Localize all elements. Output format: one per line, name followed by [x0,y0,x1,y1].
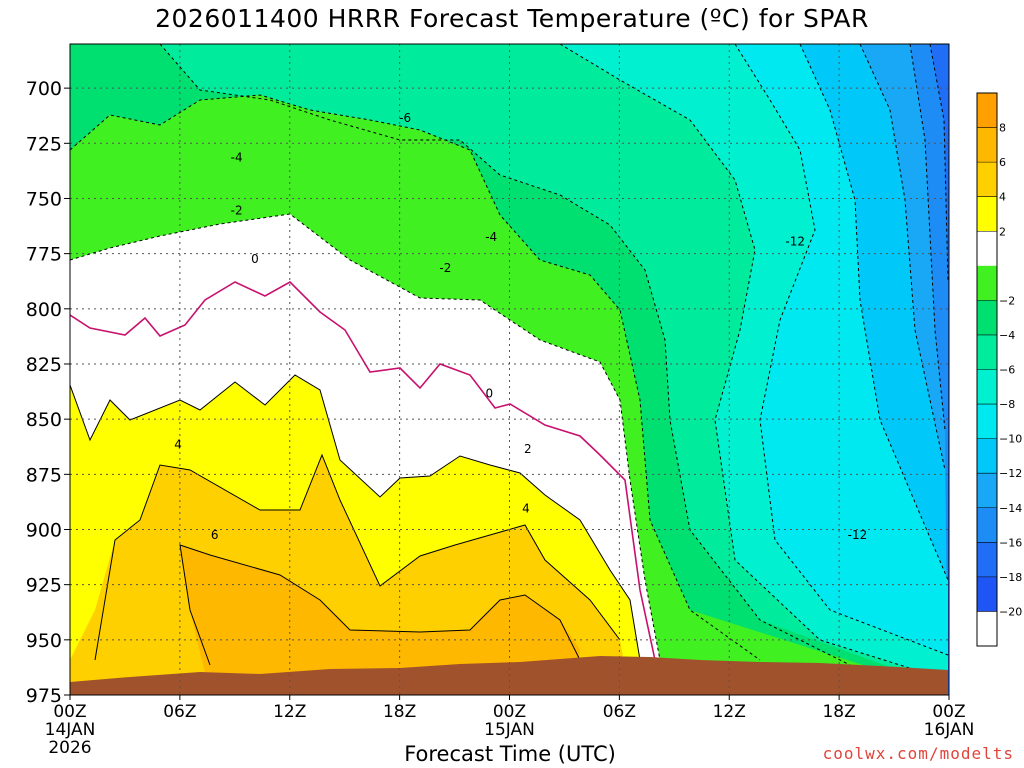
grid-lines [70,44,949,695]
x-tick-label: 00Z [493,702,526,722]
contour-minus-16 [909,44,946,431]
contour-minus-18 [929,44,949,281]
contour-minus-10 [734,44,949,656]
y-tick-label: 975 [26,685,62,707]
colorbar-swatch [977,265,997,301]
colorbar-swatch [977,507,997,543]
contour-label: 6 [211,528,219,542]
contour-label: -2 [231,204,243,218]
y-axis-ticks: 700 725 750 775 800 825 850 875 900 925 950 975 [26,78,70,707]
colorbar-label: −20 [999,605,1022,618]
y-tick-label: 800 [26,299,62,321]
colorbar-label: −14 [999,502,1022,515]
contour-plus-4 [94,453,621,661]
x-tick-label: 00Z [932,702,965,722]
x-tick-label: 06Z [603,702,636,722]
colorbar-swatch [977,196,997,232]
contour-minus-8 [559,44,949,681]
colorbar-swatch [977,576,997,612]
colorbar-swatch [977,93,997,128]
colorbar-swatch [977,611,997,646]
contour-label: 0 [251,252,259,266]
colorbar-swatch [977,473,997,508]
contour-label: 0 [486,387,494,401]
contour-labels: -6 -4 -2 0 -2 -4 -12 0 4 2 4 6 -12 [174,111,867,542]
colorbar-label: −10 [999,433,1022,446]
colorbar-swatch [977,231,997,266]
contour-minus-2 [70,213,661,661]
y-tick-label: 775 [26,244,62,266]
colorbar-swatch [977,404,997,439]
contour-label: -4 [231,151,243,165]
y-tick-label: 725 [26,133,62,155]
colorbar-label: −12 [999,467,1022,480]
x-tick-label: 12Z [713,702,746,722]
colorbar-label: −8 [999,398,1015,411]
contour-label: -6 [399,111,411,125]
contour-plus-2 [70,374,641,661]
contour-minus-6 [159,44,851,666]
credit-link[interactable]: coolwx.com/modelts [822,744,1014,763]
colorbar-label: −4 [999,329,1015,342]
y-tick-label: 825 [26,354,62,376]
contour-label: -2 [439,261,451,275]
chart-title: 2026011400 HRRR Forecast Temperature (ºC… [155,4,869,33]
colorbar-label: −18 [999,571,1022,584]
contour-label: 4 [174,437,182,451]
x-tick-label: 18Z [383,702,416,722]
x-tick-label: 06Z [163,702,196,722]
colorbar-label: −2 [999,294,1015,307]
y-tick-label: 925 [26,575,62,597]
x-tick-label: 12Z [273,702,306,722]
contour-plus-6 [179,544,581,666]
y-tick-label: 875 [26,464,62,486]
contour-minus-12 [799,44,949,581]
x-tick-date-label: 16JAN [924,720,975,740]
colorbar-label: −16 [999,536,1022,549]
y-tick-label: 950 [26,630,62,652]
colorbar: 8 6 4 2 −2 −4 −6 −8 −10 −12 −14 −16 −18 −20 [976,92,1022,647]
contour-zero [70,281,656,661]
x-axis-label: Forecast Time (UTC) [404,742,616,766]
colorbar-label: 6 [999,156,1006,169]
colorbar-label: 8 [999,122,1006,135]
contour-label: -12 [785,234,805,248]
contour-label: 2 [524,442,532,456]
colorbar-swatch [977,438,997,474]
colorbar-swatch [977,334,997,370]
y-tick-label: 750 [26,188,62,210]
band-plus-6 [180,545,580,695]
contour-label: -4 [485,230,497,244]
y-tick-label: 900 [26,519,62,541]
x-tick-label: 18Z [822,702,855,722]
colorbar-label: 4 [999,191,1006,204]
x-tick-year-label: 2026 [48,738,91,758]
y-tick-label: 850 [26,409,62,431]
colorbar-swatch [977,369,997,405]
colorbar-swatch [977,127,997,163]
contour-label: 4 [522,501,530,515]
colorbar-label: 2 [999,225,1006,238]
x-tick-date-label: 14JAN [45,720,96,740]
colorbar-swatch [977,162,997,197]
y-tick-label: 700 [26,78,62,100]
x-tick-label: 00Z [53,702,86,722]
positive-contours [70,374,641,666]
x-tick-date-label: 15JAN [484,720,535,740]
colorbar-label: −6 [999,364,1015,377]
colorbar-swatch [977,542,997,577]
contour-label: -12 [848,528,868,542]
colorbar-swatch [977,300,997,335]
